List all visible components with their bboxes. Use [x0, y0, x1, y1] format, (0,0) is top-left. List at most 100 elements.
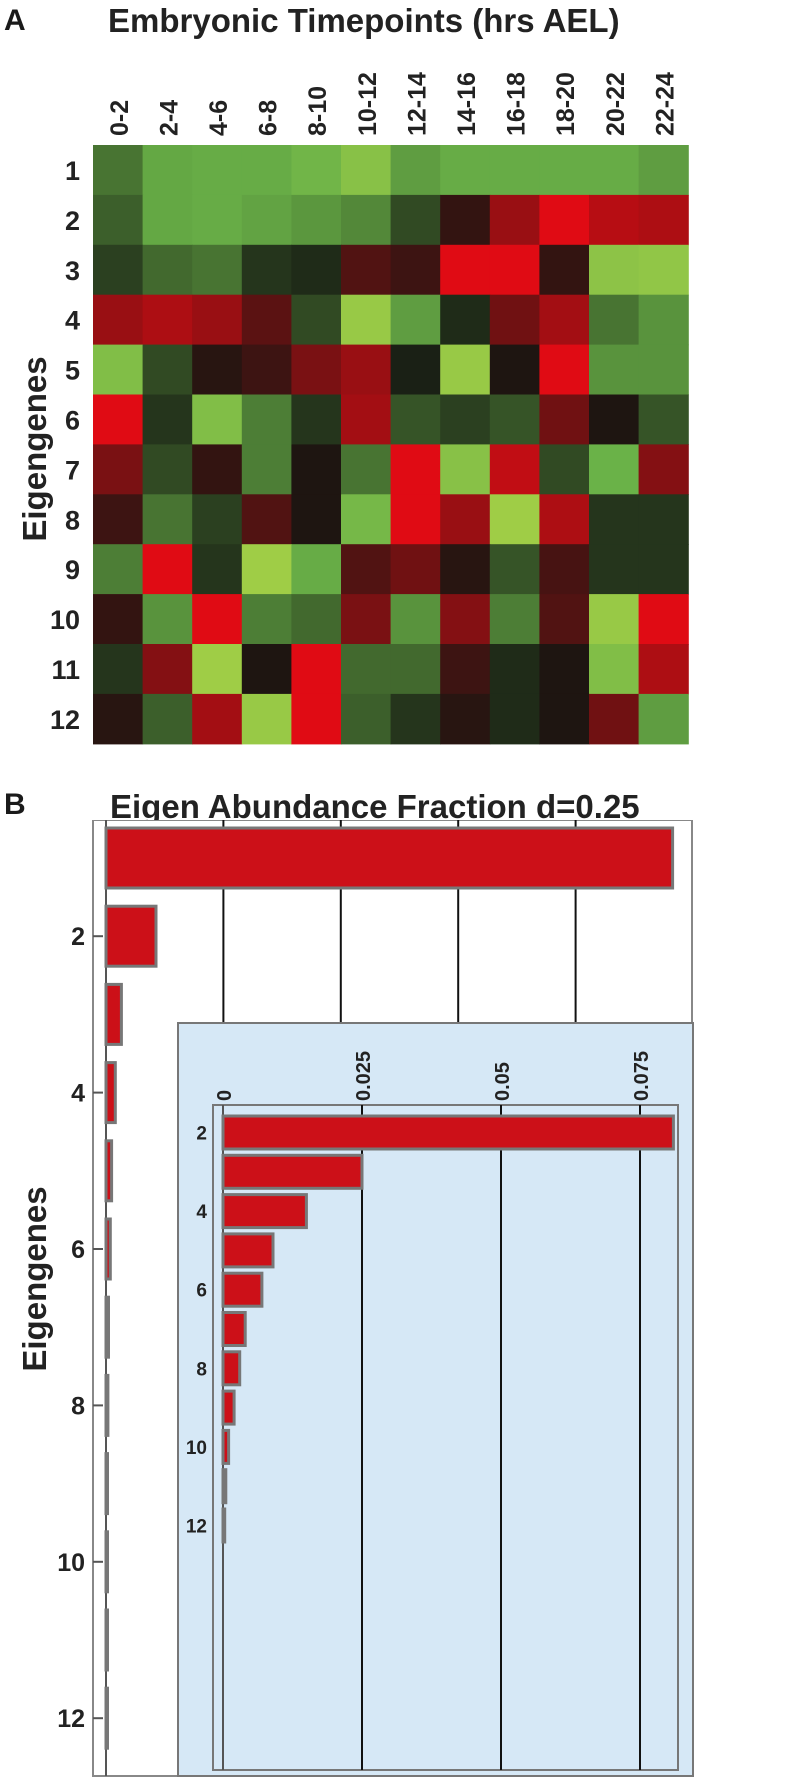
heatmap-cell — [489, 644, 540, 695]
row-label: 6 — [65, 405, 80, 435]
column-label: 6-8 — [255, 100, 283, 136]
heatmap-cell — [341, 344, 392, 396]
inset-bar — [221, 1507, 227, 1544]
heatmap-cell — [192, 544, 243, 595]
heatmap-cell — [489, 294, 540, 346]
heatmap-cell — [489, 194, 540, 246]
heatmap-cell — [241, 194, 292, 246]
row-label: 8 — [65, 505, 80, 535]
inset-bar — [221, 1193, 308, 1230]
heatmap-cell — [390, 444, 441, 495]
inset-y-tick-label: 8 — [196, 1359, 207, 1380]
heatmap-cell — [539, 644, 590, 695]
heatmap-cell — [192, 494, 243, 545]
heatmap-cell — [489, 394, 540, 445]
heatmap-cell — [341, 594, 392, 645]
heatmap-cell — [142, 594, 193, 645]
heatmap-cell — [390, 594, 441, 645]
row-label: 2 — [65, 206, 80, 236]
heatmap-cell — [638, 444, 689, 495]
heatmap-cell — [241, 145, 292, 196]
heatmap-cell — [142, 145, 193, 196]
heatmap-cell — [489, 244, 540, 296]
heatmap-cell — [241, 544, 292, 595]
column-label: 12-14 — [403, 72, 431, 136]
inset-bar — [221, 1468, 228, 1505]
heatmap-cell — [192, 693, 243, 745]
bar — [104, 1373, 110, 1437]
heatmap-cell — [93, 594, 144, 645]
row-label: 4 — [65, 306, 80, 336]
inset-frame — [212, 1104, 679, 1771]
heatmap-cell — [142, 294, 193, 346]
heatmap-cell — [489, 444, 540, 495]
inset-bar — [221, 1350, 242, 1387]
heatmap-cell — [638, 244, 689, 296]
inset-bar — [221, 1389, 236, 1426]
inset-x-tick-label: 0.025 — [353, 1051, 375, 1101]
heatmap-cell — [341, 145, 392, 196]
heatmap-cell — [241, 594, 292, 645]
heatmap-cell — [539, 244, 590, 296]
heatmap-cell — [589, 344, 640, 396]
heatmap-cell — [241, 344, 292, 396]
inset-bar — [221, 1271, 264, 1308]
column-label: 4-6 — [205, 100, 233, 136]
heatmap-cell — [539, 344, 590, 396]
inset-x-tick-label: 0.05 — [492, 1062, 514, 1101]
heatmap-cell — [539, 494, 590, 545]
inset-y-tick-label: 10 — [186, 1438, 207, 1459]
heatmap-cell — [589, 294, 640, 346]
heatmap-cell — [589, 194, 640, 246]
heatmap-cell — [341, 693, 392, 745]
heatmap-cell — [489, 544, 540, 595]
bar — [104, 826, 675, 890]
row-label: 12 — [50, 705, 80, 735]
heatmap-cell — [539, 294, 590, 346]
heatmap-cell — [192, 194, 243, 246]
heatmap-cell — [539, 444, 590, 495]
heatmap-cell — [440, 294, 491, 346]
heatmap-cell — [341, 494, 392, 545]
column-label: 20-22 — [602, 72, 630, 136]
heatmap-cell — [489, 145, 540, 196]
heatmap-cell — [93, 394, 144, 445]
heatmap-cell — [142, 394, 193, 445]
heatmap-cell — [93, 544, 144, 595]
heatmap-cell — [440, 594, 491, 645]
heatmap-cell — [142, 494, 193, 545]
inset-x-tick-label: 0.075 — [631, 1051, 653, 1101]
bar — [104, 982, 123, 1046]
heatmap-cell — [390, 544, 441, 595]
heatmap-cell — [589, 544, 640, 595]
heatmap-cell — [489, 344, 540, 396]
bar — [104, 1139, 114, 1203]
heatmap-cell — [93, 444, 144, 495]
inset-bar — [221, 1114, 675, 1151]
heatmap-cell — [341, 194, 392, 246]
heatmap-cell — [341, 644, 392, 695]
heatmap-cell — [93, 693, 144, 745]
heatmap-cell — [93, 294, 144, 346]
column-label: 10-12 — [354, 72, 382, 136]
inset-bar — [221, 1428, 231, 1465]
heatmap-chart: 0-2 2-4 4-6 6-8 8-10 10-12 12-14 14-16 16-18 18-2… — [50, 72, 689, 745]
inset-y-tick-label: 4 — [196, 1202, 207, 1223]
y-tick-label: 12 — [57, 1705, 85, 1733]
heatmap-cell — [291, 145, 342, 196]
heatmap-cell — [589, 244, 640, 296]
heatmap-cell — [291, 693, 342, 745]
heatmap-cell — [440, 644, 491, 695]
bar — [104, 1530, 109, 1594]
heatmap-cell — [440, 145, 491, 196]
bar — [104, 904, 158, 968]
heatmap-cell — [539, 194, 590, 246]
column-label: 8-10 — [304, 86, 332, 136]
heatmap-cell — [142, 644, 193, 695]
heatmap-cell — [589, 644, 640, 695]
heatmap-cell — [291, 594, 342, 645]
heatmap-cell — [291, 394, 342, 445]
heatmap-cell — [589, 594, 640, 645]
heatmap-cell — [192, 444, 243, 495]
bar — [104, 1686, 109, 1750]
